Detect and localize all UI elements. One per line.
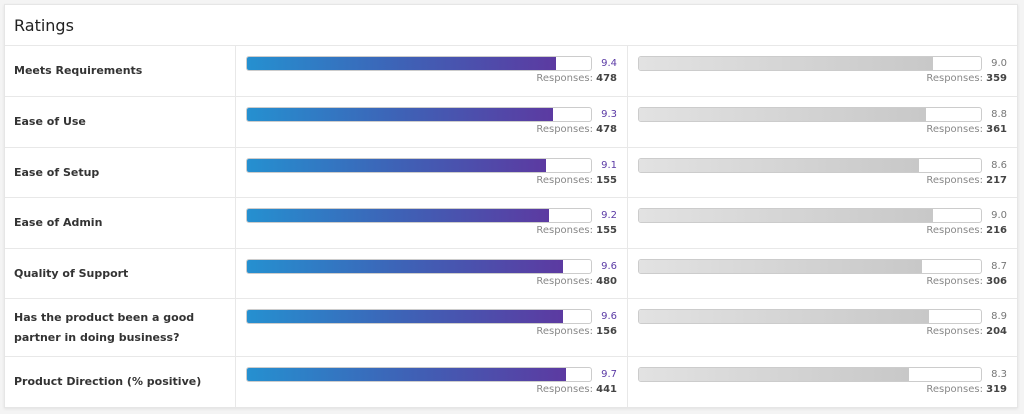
- score-bar-fill: [247, 57, 557, 70]
- product-score-cell: 9.6 Responses: 156: [236, 299, 627, 356]
- score-bar-fill: [247, 209, 550, 222]
- product-score-cell: 9.4 Responses: 478: [236, 46, 627, 96]
- score-value: 9.4: [601, 58, 617, 69]
- comparison-score-cell: 8.8 Responses: 361: [627, 97, 1017, 147]
- score-bar-fill: [247, 260, 564, 273]
- score-value: 9.7: [601, 369, 617, 380]
- rating-row: Quality of Support 9.6 Responses: 480 8.…: [5, 249, 1017, 299]
- score-bar-fill: [639, 209, 933, 222]
- score-bar-fill: [639, 57, 933, 70]
- rating-row: Product Direction (% positive) 9.7 Respo…: [5, 357, 1017, 407]
- score-value: 9.0: [991, 58, 1007, 69]
- score-bar-track: [246, 56, 593, 71]
- responses-count: Responses: 478: [536, 124, 617, 135]
- rating-row: Has the product been a good partner in d…: [5, 299, 1017, 357]
- responses-count: Responses: 319: [926, 384, 1007, 395]
- score-value: 9.3: [601, 109, 617, 120]
- score-bar-fill: [247, 368, 567, 381]
- score-bar-fill: [639, 310, 930, 323]
- rating-label: Ease of Use: [5, 97, 236, 147]
- responses-count: Responses: 155: [536, 225, 617, 236]
- score-bar-track: [638, 56, 983, 71]
- score-value: 8.6: [991, 160, 1007, 171]
- score-bar-fill: [639, 108, 926, 121]
- responses-count: Responses: 216: [926, 225, 1007, 236]
- score-bar-track: [638, 367, 983, 382]
- responses-count: Responses: 217: [926, 175, 1007, 186]
- score-bar-track: [246, 259, 593, 274]
- responses-count: Responses: 155: [536, 175, 617, 186]
- score-bar-fill: [247, 159, 546, 172]
- score-bar-fill: [639, 260, 923, 273]
- score-value: 8.3: [991, 369, 1007, 380]
- score-value: 9.1: [601, 160, 617, 171]
- score-bar-track: [246, 208, 593, 223]
- responses-count: Responses: 441: [536, 384, 617, 395]
- score-value: 8.8: [991, 109, 1007, 120]
- product-score-cell: 9.1 Responses: 155: [236, 148, 627, 197]
- score-bar-fill: [639, 159, 920, 172]
- responses-count: Responses: 359: [926, 73, 1007, 84]
- rating-row: Meets Requirements 9.4 Responses: 478 9.…: [5, 46, 1017, 97]
- comparison-score-cell: 9.0 Responses: 216: [627, 198, 1017, 248]
- product-score-cell: 9.2 Responses: 155: [236, 198, 627, 248]
- score-bar-track: [638, 309, 983, 324]
- responses-count: Responses: 156: [536, 326, 617, 337]
- responses-count: Responses: 361: [926, 124, 1007, 135]
- product-score-cell: 9.7 Responses: 441: [236, 357, 627, 407]
- responses-count: Responses: 204: [926, 326, 1007, 337]
- rating-row: Ease of Setup 9.1 Responses: 155 8.6 Res…: [5, 148, 1017, 198]
- comparison-score-cell: 8.7 Responses: 306: [627, 249, 1017, 298]
- rating-label: Has the product been a good partner in d…: [5, 299, 236, 356]
- rating-label: Ease of Setup: [5, 148, 236, 197]
- score-bar-fill: [639, 368, 909, 381]
- rating-label: Meets Requirements: [5, 46, 236, 96]
- comparison-score-cell: 8.9 Responses: 204: [627, 299, 1017, 356]
- score-bar-track: [246, 158, 593, 173]
- score-value: 8.7: [991, 261, 1007, 272]
- comparison-score-cell: 8.6 Responses: 217: [627, 148, 1017, 197]
- score-bar-fill: [247, 310, 564, 323]
- score-value: 9.6: [601, 261, 617, 272]
- score-bar-track: [638, 107, 983, 122]
- score-bar-fill: [247, 108, 553, 121]
- score-value: 9.0: [991, 210, 1007, 221]
- comparison-score-cell: 9.0 Responses: 359: [627, 46, 1017, 96]
- score-bar-track: [638, 259, 983, 274]
- product-score-cell: 9.3 Responses: 478: [236, 97, 627, 147]
- rating-label: Quality of Support: [5, 249, 236, 298]
- score-bar-track: [638, 158, 983, 173]
- score-bar-track: [246, 107, 593, 122]
- score-bar-track: [246, 309, 593, 324]
- score-value: 8.9: [991, 311, 1007, 322]
- comparison-score-cell: 8.3 Responses: 319: [627, 357, 1017, 407]
- responses-count: Responses: 480: [536, 276, 617, 287]
- product-score-cell: 9.6 Responses: 480: [236, 249, 627, 298]
- rating-row: Ease of Admin 9.2 Responses: 155 9.0 Res…: [5, 198, 1017, 249]
- responses-count: Responses: 478: [536, 73, 617, 84]
- rating-row: Ease of Use 9.3 Responses: 478 8.8 Respo…: [5, 97, 1017, 148]
- ratings-card: Ratings Meets Requirements 9.4 Responses…: [4, 4, 1018, 408]
- score-value: 9.2: [601, 210, 617, 221]
- score-bar-track: [638, 208, 983, 223]
- ratings-table: Meets Requirements 9.4 Responses: 478 9.…: [5, 46, 1017, 407]
- section-title: Ratings: [5, 5, 1017, 46]
- score-value: 9.6: [601, 311, 617, 322]
- responses-count: Responses: 306: [926, 276, 1007, 287]
- rating-label: Product Direction (% positive): [5, 357, 236, 407]
- rating-label: Ease of Admin: [5, 198, 236, 248]
- score-bar-track: [246, 367, 593, 382]
